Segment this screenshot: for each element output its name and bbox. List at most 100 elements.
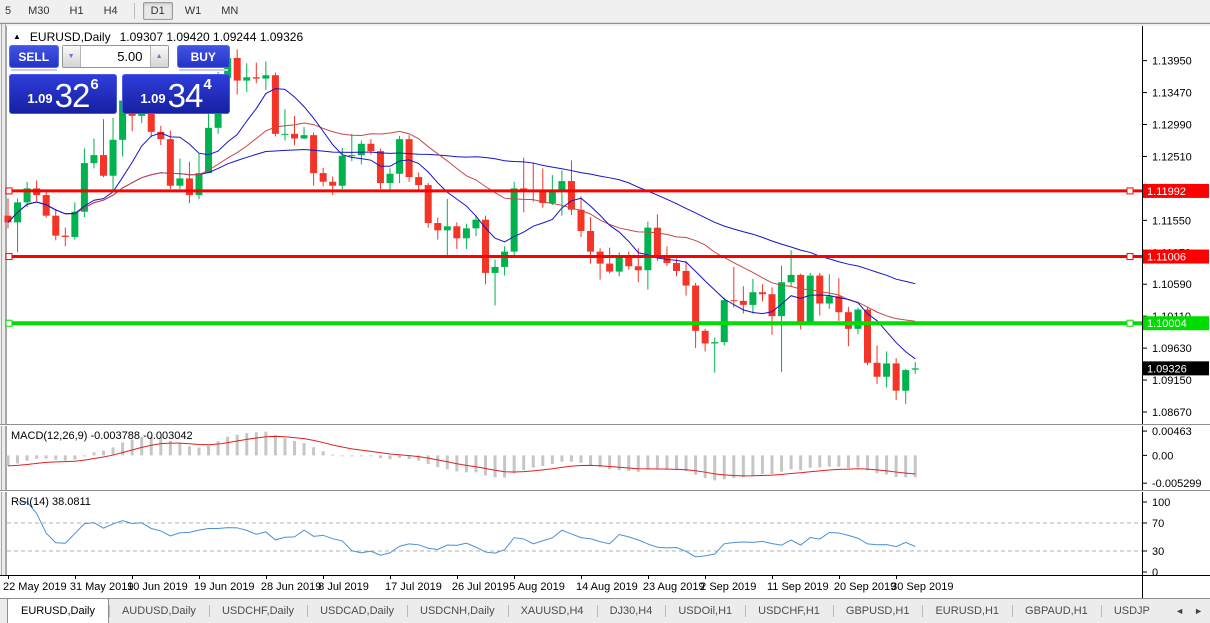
time-axis-tick [323, 576, 325, 579]
chart-tab-eurusd-daily[interactable]: EURUSD,Daily [7, 598, 109, 623]
tab-scroll-right-icon[interactable]: ► [1194, 606, 1203, 616]
candle-body [80, 163, 88, 212]
macd-bar [159, 437, 163, 456]
candle-body [462, 228, 470, 239]
macd-bar [837, 455, 841, 467]
candle-body [100, 155, 107, 176]
level-anchor [5, 253, 13, 261]
macd-pane[interactable]: 0.00463 0.00 -0.005299 [0, 426, 1210, 490]
candle-body [147, 106, 155, 132]
chart-tab-xauusd-h4[interactable]: XAUUSD,H4 [507, 599, 597, 623]
macd-bar [359, 455, 363, 457]
volume-input[interactable] [80, 46, 150, 67]
chart-tab-usdchf-h1[interactable]: USDCHF,H1 [745, 599, 833, 623]
time-axis-tick [772, 576, 773, 579]
chart-title: ▲ EURUSD,Daily 1.09307 1.09420 1.09244 1… [13, 30, 303, 44]
level-anchor [5, 319, 13, 327]
macd-bar [512, 455, 516, 474]
timeframe-button-5[interactable]: 5 [0, 2, 16, 20]
timeframe-button-w1[interactable]: W1 [177, 2, 210, 20]
candle-body [701, 330, 709, 344]
y-axis-label: 1.13470 [1152, 88, 1192, 100]
buy-price-display[interactable]: 1.09 34 4 [122, 74, 230, 114]
macd-bar [627, 455, 631, 472]
macd-bar [646, 455, 650, 470]
candle-body [71, 211, 79, 237]
macd-bar [799, 455, 803, 471]
macd-bar [73, 455, 77, 460]
timeframe-button-d1[interactable]: D1 [142, 2, 173, 20]
macd-bar [321, 451, 325, 456]
chart-tab-usdcad-daily[interactable]: USDCAD,Daily [307, 599, 407, 623]
ohlc-values: 1.09307 1.09420 1.09244 1.09326 [119, 30, 304, 44]
candle-body [491, 266, 499, 273]
macd-bar [187, 446, 191, 456]
chart-tab-gbpusd-h1[interactable]: GBPUSD,H1 [832, 599, 923, 623]
timeframe-button-m30[interactable]: M30 [20, 2, 57, 20]
macd-bar [140, 437, 144, 456]
candle-body [558, 181, 566, 192]
tab-scroll-left-icon[interactable]: ◄ [1175, 606, 1185, 616]
candle-body [195, 173, 203, 196]
candle-body [415, 177, 423, 186]
time-axis-tick [390, 576, 391, 579]
chart-tab-eurusd-h1[interactable]: EURUSD,H1 [922, 599, 1012, 623]
macd-bar [703, 455, 707, 479]
rsi-pane[interactable]: 100 70 30 0 [0, 492, 1210, 575]
candle-body [682, 270, 690, 286]
chart-tab-gbpaud-h1[interactable]: GBPAUD,H1 [1012, 599, 1101, 623]
macd-bar [331, 454, 335, 456]
candle-body [873, 362, 881, 377]
svg-text:1.09326: 1.09326 [1147, 363, 1187, 375]
candle-body [749, 292, 757, 305]
chart-tab-usdcnh-daily[interactable]: USDCNH,Daily [407, 599, 508, 623]
macd-bar [44, 455, 48, 459]
chart-tab-audusd-daily[interactable]: AUDUSD,Daily [108, 599, 209, 623]
macd-bar [168, 440, 172, 456]
chart-tab-dj30-h4[interactable]: DJ30,H4 [596, 599, 666, 623]
macd-bar [522, 455, 526, 471]
candle-body [673, 262, 680, 271]
candle-body [90, 155, 98, 164]
macd-bar [589, 455, 593, 465]
time-axis-tick [265, 576, 267, 579]
chart-tab-usdchf-daily[interactable]: USDCHF,Daily [208, 599, 307, 623]
macd-bar [254, 432, 258, 456]
toolbar-separator [133, 3, 135, 19]
macd-bar [484, 455, 487, 476]
macd-bar [866, 455, 869, 471]
volume-decrease-button[interactable]: ▼ [62, 46, 81, 67]
candle-body [787, 274, 795, 283]
sell-button[interactable]: SELL [9, 45, 59, 71]
chart-tab-usdoil-h1[interactable]: USDOil,H1 [665, 599, 745, 623]
y-axis-label: 1.09150 [1152, 375, 1192, 387]
timeframe-button-h4[interactable]: H4 [96, 2, 126, 20]
macd-bar [732, 455, 736, 479]
pane-splitter-rsi[interactable] [0, 490, 1210, 492]
candle-body [262, 75, 270, 79]
date-label: 20 Sep 2019 [833, 581, 897, 593]
candle-body [902, 370, 910, 391]
macd-bar [178, 443, 182, 456]
macd-bar [493, 455, 497, 478]
pane-splitter-macd[interactable] [0, 424, 1210, 426]
chart-tab-usdjp[interactable]: USDJP [1100, 599, 1163, 623]
timeframe-button-mn[interactable]: MN [213, 2, 246, 20]
volume-increase-button[interactable]: ▲ [149, 46, 168, 67]
sell-price-display[interactable]: 1.09 32 6 [9, 74, 117, 114]
time-axis[interactable]: 22 May 2019 31 May 2019 10 Jun 2019 19 Jun … [0, 575, 1210, 599]
chart-window-top-border [0, 23, 1210, 24]
macd-bar [617, 455, 621, 471]
macd-bar [350, 455, 354, 457]
candle-body [4, 215, 12, 223]
macd-bar [684, 455, 688, 472]
y-axis-label: 70 [1152, 518, 1164, 530]
buy-button[interactable]: BUY [176, 45, 230, 71]
candle-body [911, 368, 919, 370]
macd-bar [207, 445, 211, 456]
macd-bar [398, 455, 402, 458]
timeframe-button-h1[interactable]: H1 [62, 2, 92, 20]
y-axis-label: 1.13950 [1152, 56, 1192, 68]
macd-signal-line [7, 435, 916, 477]
macd-bar [665, 455, 669, 470]
